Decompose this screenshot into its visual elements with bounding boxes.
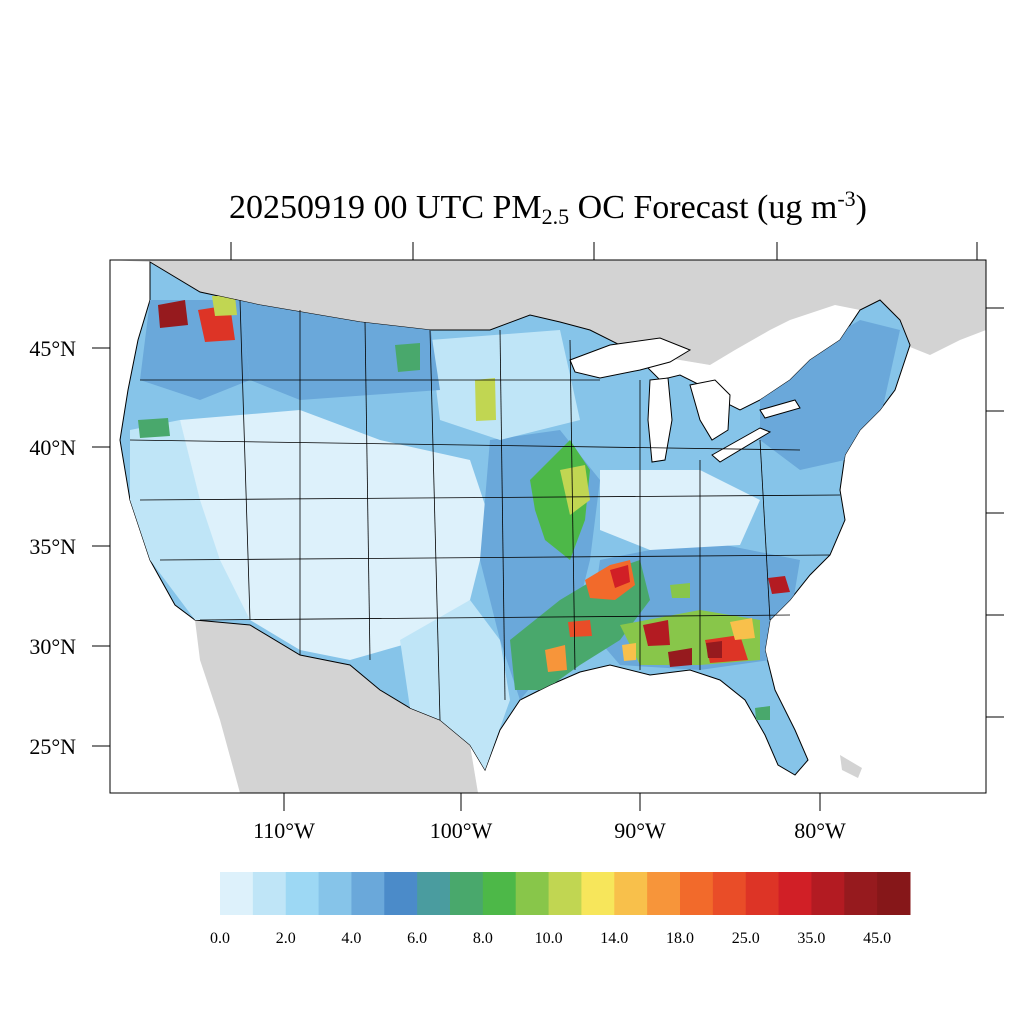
colorbar-label: 25.0 (732, 930, 760, 947)
colorbar-swatch (811, 872, 845, 915)
bottom-ticks (283, 793, 821, 811)
colorbar-swatch (877, 872, 911, 915)
lat-label: 40°N (29, 435, 76, 460)
colorbar-swatch (581, 872, 615, 915)
colorbar-swatch (745, 872, 780, 915)
right-ticks (986, 307, 1004, 718)
hotspot-ms-small (622, 643, 636, 661)
lat-label: 30°N (29, 634, 76, 659)
lake-erie (711, 427, 772, 463)
hotspot-louisiana (545, 645, 567, 672)
region-texas (400, 600, 510, 770)
colorbar-swatch (450, 872, 484, 915)
colorbar-swatch (778, 872, 812, 915)
lake-huron (689, 379, 731, 441)
colorbar-label: 10.0 (535, 930, 563, 947)
colorbar-swatch (515, 872, 550, 915)
colorbar-swatch (712, 872, 747, 915)
plume-plains-yellow (560, 465, 590, 515)
colorbar-label: 18.0 (666, 930, 694, 947)
caribbean-islands (840, 755, 862, 778)
region-north-plains (430, 330, 580, 440)
colorbar-swatch (417, 872, 451, 915)
colorbar-label: 2.0 (276, 930, 296, 947)
colorbar-swatch (252, 872, 287, 915)
latitude-labels: 45°N 40°N 35°N 30°N 25°N (29, 336, 76, 759)
colorbar-swatch (482, 872, 517, 915)
lake-ontario (759, 399, 801, 419)
region-california (130, 420, 250, 620)
hotspot-nebraska (475, 378, 496, 421)
lake-superior (569, 337, 692, 379)
colorbar-swatch (647, 872, 681, 915)
colorbar-label: 14.0 (600, 930, 628, 947)
lon-label: 110°W (253, 818, 315, 843)
hotspot-la-north (568, 620, 592, 637)
colorbar-label: 4.0 (341, 930, 361, 947)
lat-label: 45°N (29, 336, 76, 361)
colorbar-swatch (614, 872, 648, 915)
mexico-landmass (195, 620, 478, 793)
colorbar-swatch (844, 872, 878, 915)
hotspot-ga-east (730, 618, 755, 640)
colorbar-swatch (548, 872, 582, 915)
colorbar-swatch (680, 872, 714, 915)
colorbar-label: 0.0 (210, 930, 230, 947)
colorbar-swatch (384, 872, 418, 915)
hotspot-alabama (668, 648, 692, 667)
hotspot-mississippi (643, 620, 670, 646)
lake-michigan (647, 377, 673, 463)
longitude-labels: 110°W 100°W 90°W 80°W (253, 818, 846, 843)
lat-label: 35°N (29, 534, 76, 559)
colorbar-swatch (351, 872, 385, 915)
canada-landmass (110, 260, 986, 365)
map-title: 20250919 00 UTC PM2.5 OC Forecast (ug m-… (229, 186, 867, 229)
colorbar-label: 35.0 (797, 930, 825, 947)
colorbar-swatch (285, 872, 320, 915)
lat-label: 25°N (29, 734, 76, 759)
top-ticks (230, 242, 978, 260)
colorbar-swatch (220, 872, 254, 915)
hotspot-idaho-north (212, 296, 237, 316)
region-west-interior (180, 410, 490, 660)
colorbar-label: 45.0 (863, 930, 891, 947)
hotspot-oregon (138, 418, 170, 438)
hotspot-dakota (395, 343, 420, 372)
map-frame (109, 259, 987, 794)
state-borders (129, 299, 841, 721)
colorbar: 0.0 2.0 4.0 6.0 8.0 10.0 14.0 18.0 25.0 35.0 45.0 (210, 872, 911, 947)
hotspot-florida (755, 706, 770, 720)
colorbar-label: 6.0 (407, 930, 427, 947)
hotspot-washington (158, 300, 188, 328)
colorbar-label: 8.0 (473, 930, 493, 947)
hotspot-sc (768, 576, 790, 594)
colorbar-swatch (318, 872, 352, 915)
hotspot-georgia-core (706, 641, 722, 658)
lon-label: 90°W (614, 818, 666, 843)
hotspot-al-small (670, 583, 690, 598)
lon-label: 80°W (794, 818, 846, 843)
hotspot-arkansas-core (610, 565, 630, 588)
region-northeast (760, 320, 900, 470)
left-ticks (92, 347, 110, 747)
lon-label: 100°W (430, 818, 493, 843)
